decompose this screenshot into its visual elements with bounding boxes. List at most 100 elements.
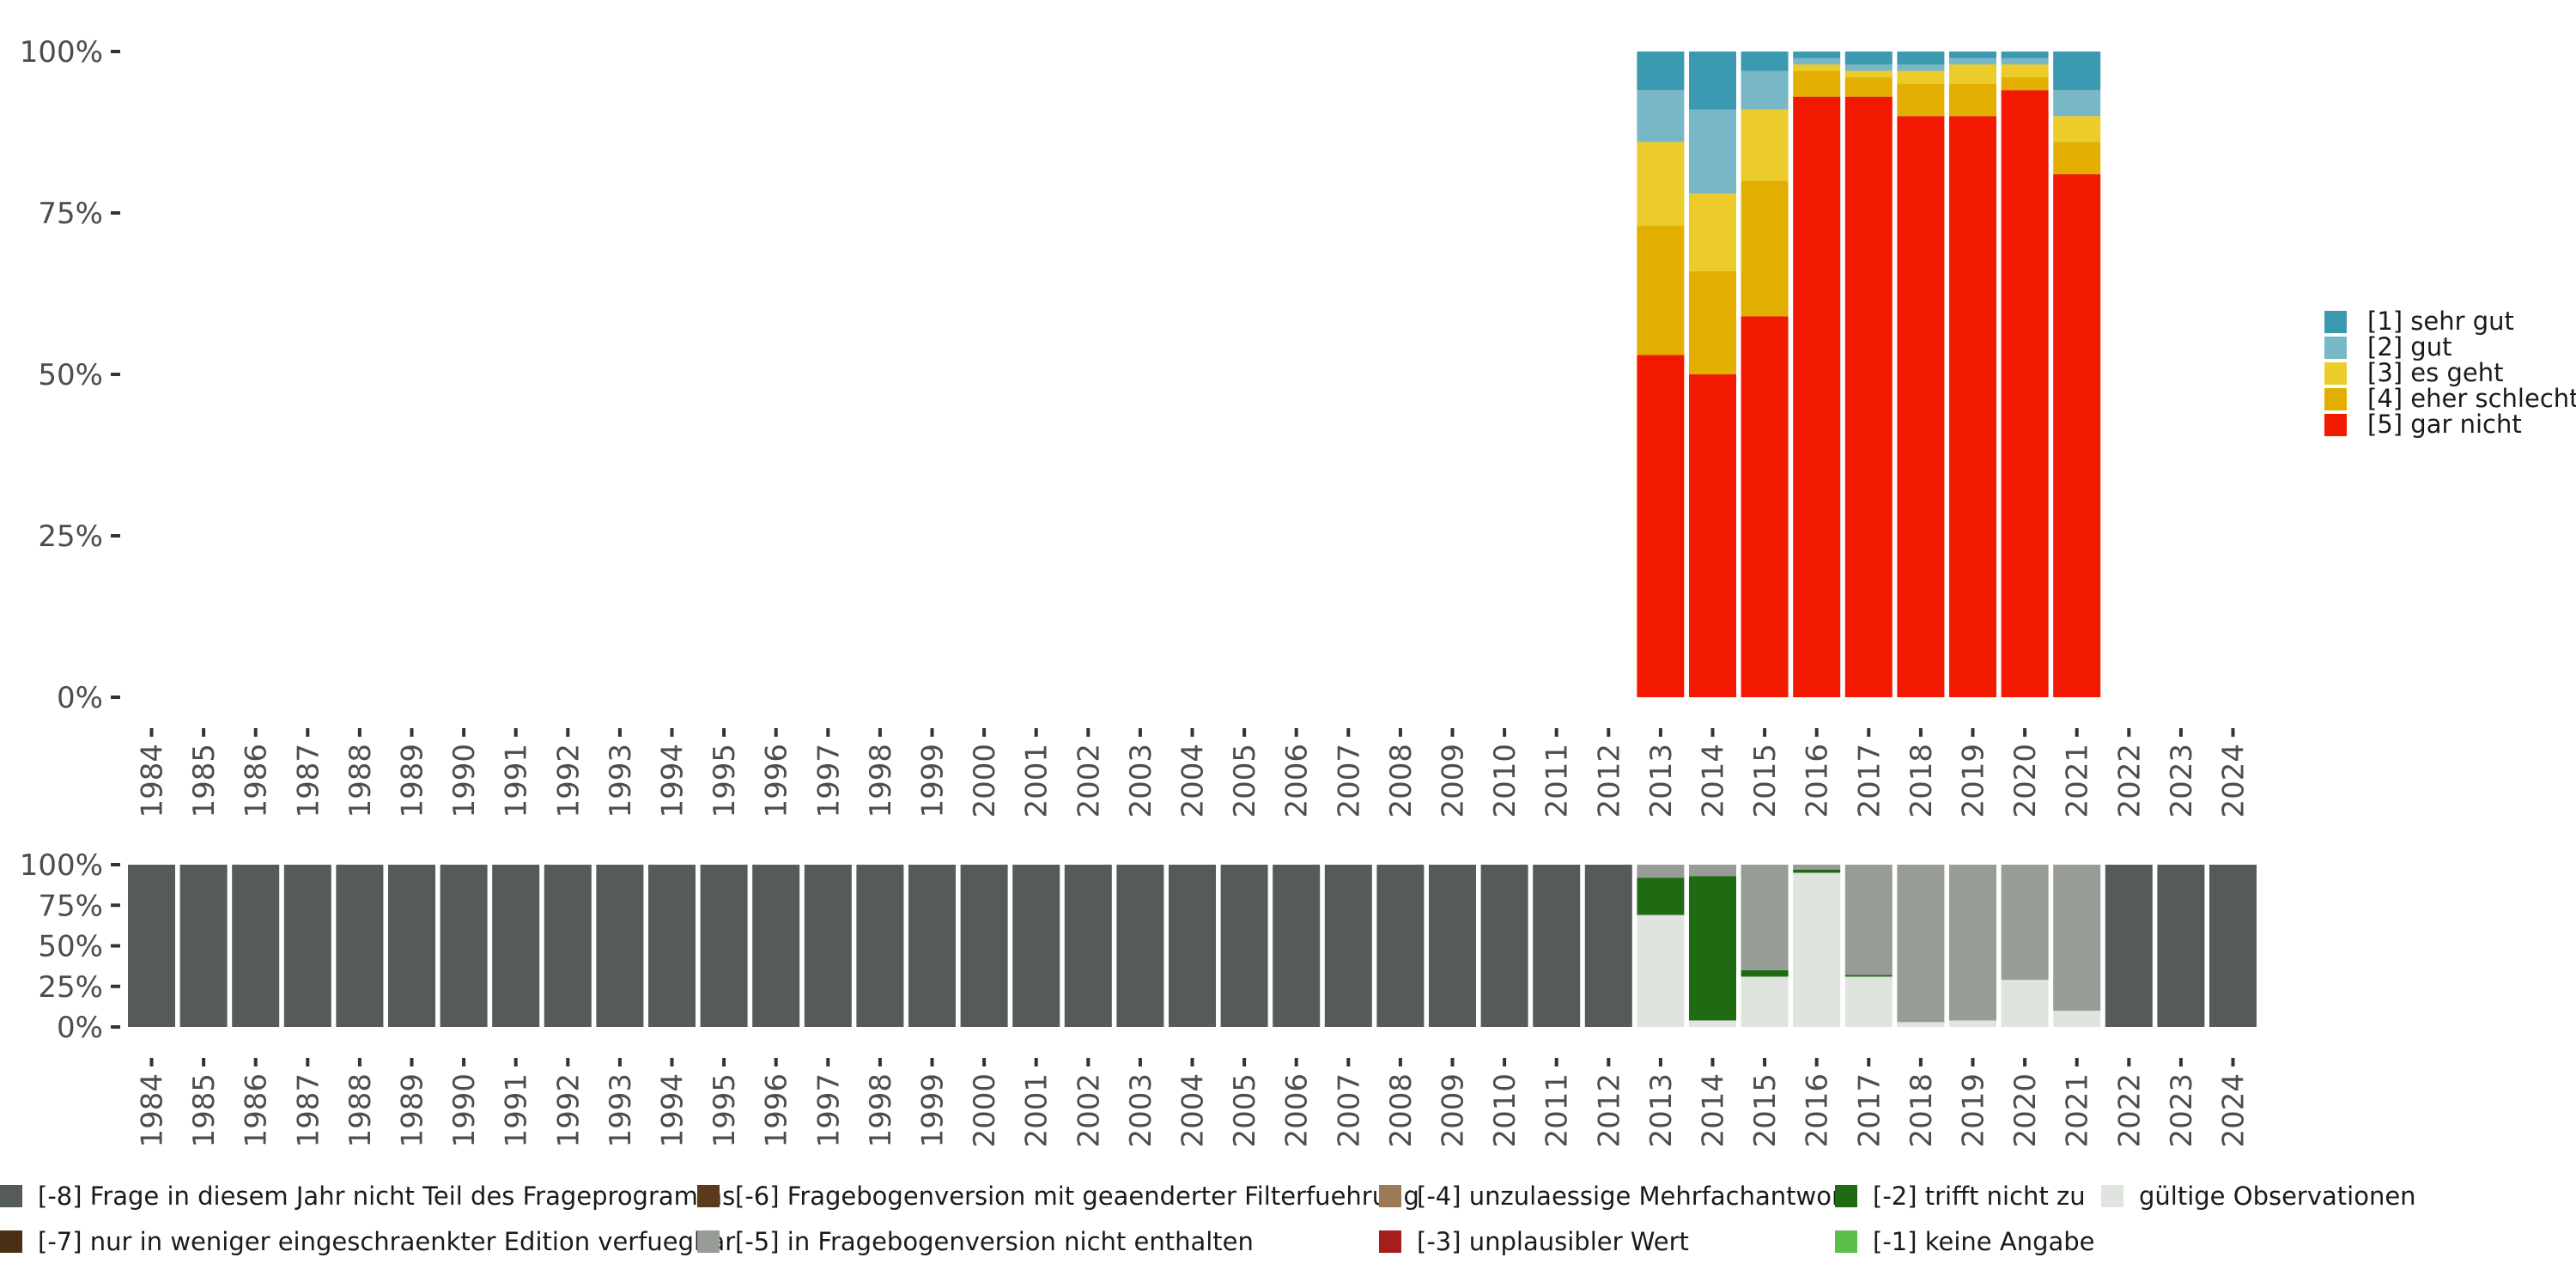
bar-segment (1844, 975, 1893, 977)
x-tick-label: 2022 (2112, 744, 2147, 818)
bar-segment (1844, 52, 1893, 65)
x-tick-label: 1994 (656, 744, 690, 818)
x-tick-label: 2005 (1228, 744, 1262, 818)
bar-segment (1741, 969, 1789, 977)
x-tick-label: 2021 (2061, 744, 2095, 818)
bar-segment (128, 865, 175, 1027)
x-tick-label: 2002 (1072, 1073, 1106, 1148)
x-tick-label: 2000 (968, 744, 1002, 818)
x-tick-label: 2019 (1957, 1073, 1991, 1148)
x-tick-label: 1988 (343, 1073, 378, 1148)
bar-segment (1637, 52, 1685, 91)
x-tick-label: 1987 (291, 744, 325, 818)
x-tick-label: 1991 (500, 744, 534, 818)
bar-segment (1897, 116, 1945, 697)
x-tick-label: 2022 (2112, 1073, 2147, 1148)
x-tick-label: 1999 (916, 744, 951, 818)
bar-segment (648, 865, 696, 1027)
x-tick-label: 2005 (1228, 1073, 1262, 1148)
legend-label: [4] eher schlecht (2367, 384, 2576, 413)
legend-swatch (0, 1185, 22, 1207)
x-tick-label: 2024 (2217, 1073, 2251, 1148)
bar-segment (2001, 77, 2049, 91)
legend-label: [-4] unzulaessige Mehrfachantwort (1417, 1182, 1851, 1211)
bar-segment (1689, 109, 1736, 194)
bar-segment (1793, 64, 1841, 71)
bar-segment (1793, 52, 1841, 58)
bar-segment (1584, 865, 1632, 1027)
legend-label: [-8] Frage in diesem Jahr nicht Teil des… (38, 1182, 735, 1211)
legend-swatch (1379, 1230, 1401, 1253)
x-tick-label: 2006 (1280, 1073, 1315, 1148)
x-tick-label: 1997 (811, 744, 846, 818)
x-tick-label: 2003 (1124, 744, 1158, 818)
bar-segment (1637, 878, 1685, 915)
x-tick-label: 2016 (1801, 744, 1835, 818)
legend-label: [-6] Fragebogenversion mit geaenderter F… (735, 1182, 1419, 1211)
bar-segment (1844, 865, 1893, 975)
x-tick-label: 2011 (1540, 1073, 1575, 1148)
x-tick-label: 2018 (1905, 744, 1939, 818)
bar-segment (1741, 976, 1789, 1027)
legend-label: [2] gut (2367, 332, 2451, 361)
x-tick-label: 1986 (240, 744, 274, 818)
x-tick-label: 1986 (240, 1073, 274, 1148)
bar-segment (1637, 90, 1685, 143)
x-tick-label: 2014 (1697, 1073, 1731, 1148)
x-tick-label: 1999 (916, 1073, 951, 1148)
x-tick-label: 1984 (136, 1073, 170, 1148)
x-tick-label: 2001 (1020, 744, 1054, 818)
bar-segment (752, 865, 800, 1027)
x-tick-label: 1993 (604, 1073, 638, 1148)
x-tick-label: 2012 (1592, 744, 1626, 818)
bar-segment (1897, 865, 1945, 1023)
bar-segment (2053, 52, 2101, 91)
x-tick-label: 1992 (551, 1073, 586, 1148)
bar-segment (1949, 52, 1996, 58)
bar-segment (1897, 83, 1945, 117)
x-tick-label: 1994 (656, 1073, 690, 1148)
x-tick-label: 1985 (187, 744, 222, 818)
bar-segment (1949, 1020, 1996, 1027)
x-tick-label: 2017 (1852, 1073, 1886, 1148)
legend-label: [-2] trifft nicht zu (1873, 1182, 2086, 1211)
y-tick-label: 100% (20, 35, 103, 70)
bar-segment (1897, 64, 1945, 71)
legend-label: [5] gar nicht (2367, 410, 2522, 439)
x-tick-label: 1995 (708, 744, 742, 818)
bar-segment (1220, 865, 1268, 1027)
x-tick-label: 2015 (1748, 744, 1783, 818)
bar-segment (2001, 58, 2049, 65)
bar-segment (1012, 865, 1060, 1027)
bar-segment (2001, 90, 2049, 698)
x-tick-label: 2023 (2165, 1073, 2199, 1148)
x-tick-label: 2020 (2008, 1073, 2043, 1148)
x-tick-label: 2024 (2217, 744, 2251, 818)
bar-segment (1533, 865, 1581, 1027)
x-tick-label: 1998 (864, 1073, 898, 1148)
top-panel-answers: 0% 25% 50% 75% 100% 1984 1985 1986 1987 1988 1989 1… (20, 35, 2251, 818)
legend-label: [-3] unplausibler Wert (1417, 1227, 1689, 1256)
legend-label: [3] es geht (2367, 358, 2503, 387)
bar-segment (1793, 865, 1841, 870)
bar-segment (2105, 865, 2153, 1027)
bar-segment (1844, 976, 1893, 1027)
bar-segment (1689, 1020, 1736, 1027)
legend-swatch (0, 1230, 22, 1253)
bar-segment (492, 865, 540, 1027)
x-tick-label: 2008 (1384, 1073, 1419, 1148)
x-tick-label: 1990 (447, 1073, 482, 1148)
x-tick-label: 1989 (396, 744, 430, 818)
bar-segment (1637, 226, 1685, 355)
x-tick-label: 2013 (1644, 744, 1679, 818)
x-tick-label: 1998 (864, 744, 898, 818)
bar-segment (1897, 70, 1945, 84)
bar-segment (1689, 52, 1736, 110)
bar-segment (1169, 865, 1216, 1027)
x-tick-label: 1996 (760, 744, 794, 818)
bar-segment (2001, 52, 2049, 58)
bar-segment (1949, 865, 1996, 1021)
bar-segment (1689, 876, 1736, 1021)
y-tick-label: 25% (38, 970, 103, 1005)
y-tick-label: 75% (38, 197, 103, 231)
